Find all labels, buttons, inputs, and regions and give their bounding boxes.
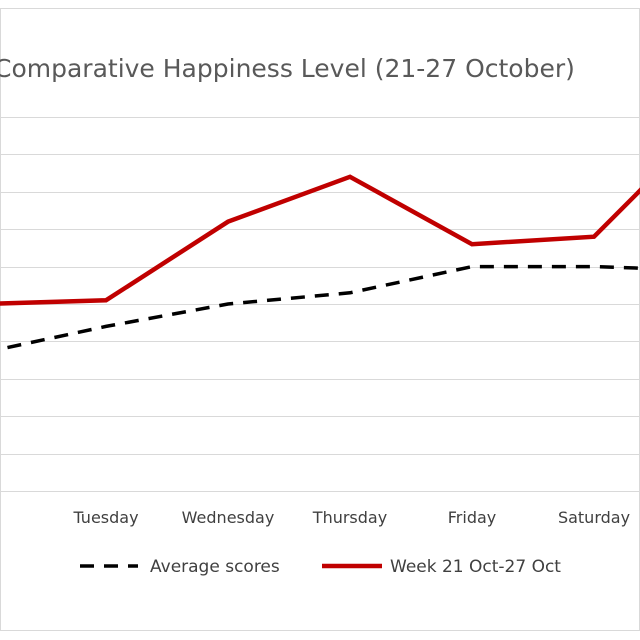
- legend: Average scores Week 21 Oct-27 Oct: [80, 557, 561, 577]
- legend-label-week-series: Week 21 Oct-27 Oct: [390, 557, 561, 577]
- x-tick-label: Saturday: [558, 508, 630, 527]
- x-tick-label: Friday: [448, 508, 497, 527]
- x-tick-label: Tuesday: [72, 508, 138, 527]
- x-tick-label: Thursday: [312, 508, 387, 527]
- series-line-average-scores: [0, 264, 640, 351]
- series-lines: [0, 174, 640, 351]
- series-line-week-21-27-oct: [0, 174, 640, 306]
- legend-label-average-scores: Average scores: [150, 557, 280, 577]
- gridlines: [0, 117, 640, 492]
- x-tick-label: Wednesday: [182, 508, 275, 527]
- chart-title: Comparative Happiness Level (21-27 Octob…: [0, 54, 575, 83]
- x-axis-tick-labels: Tuesday Wednesday Thursday Friday Saturday: [72, 508, 630, 527]
